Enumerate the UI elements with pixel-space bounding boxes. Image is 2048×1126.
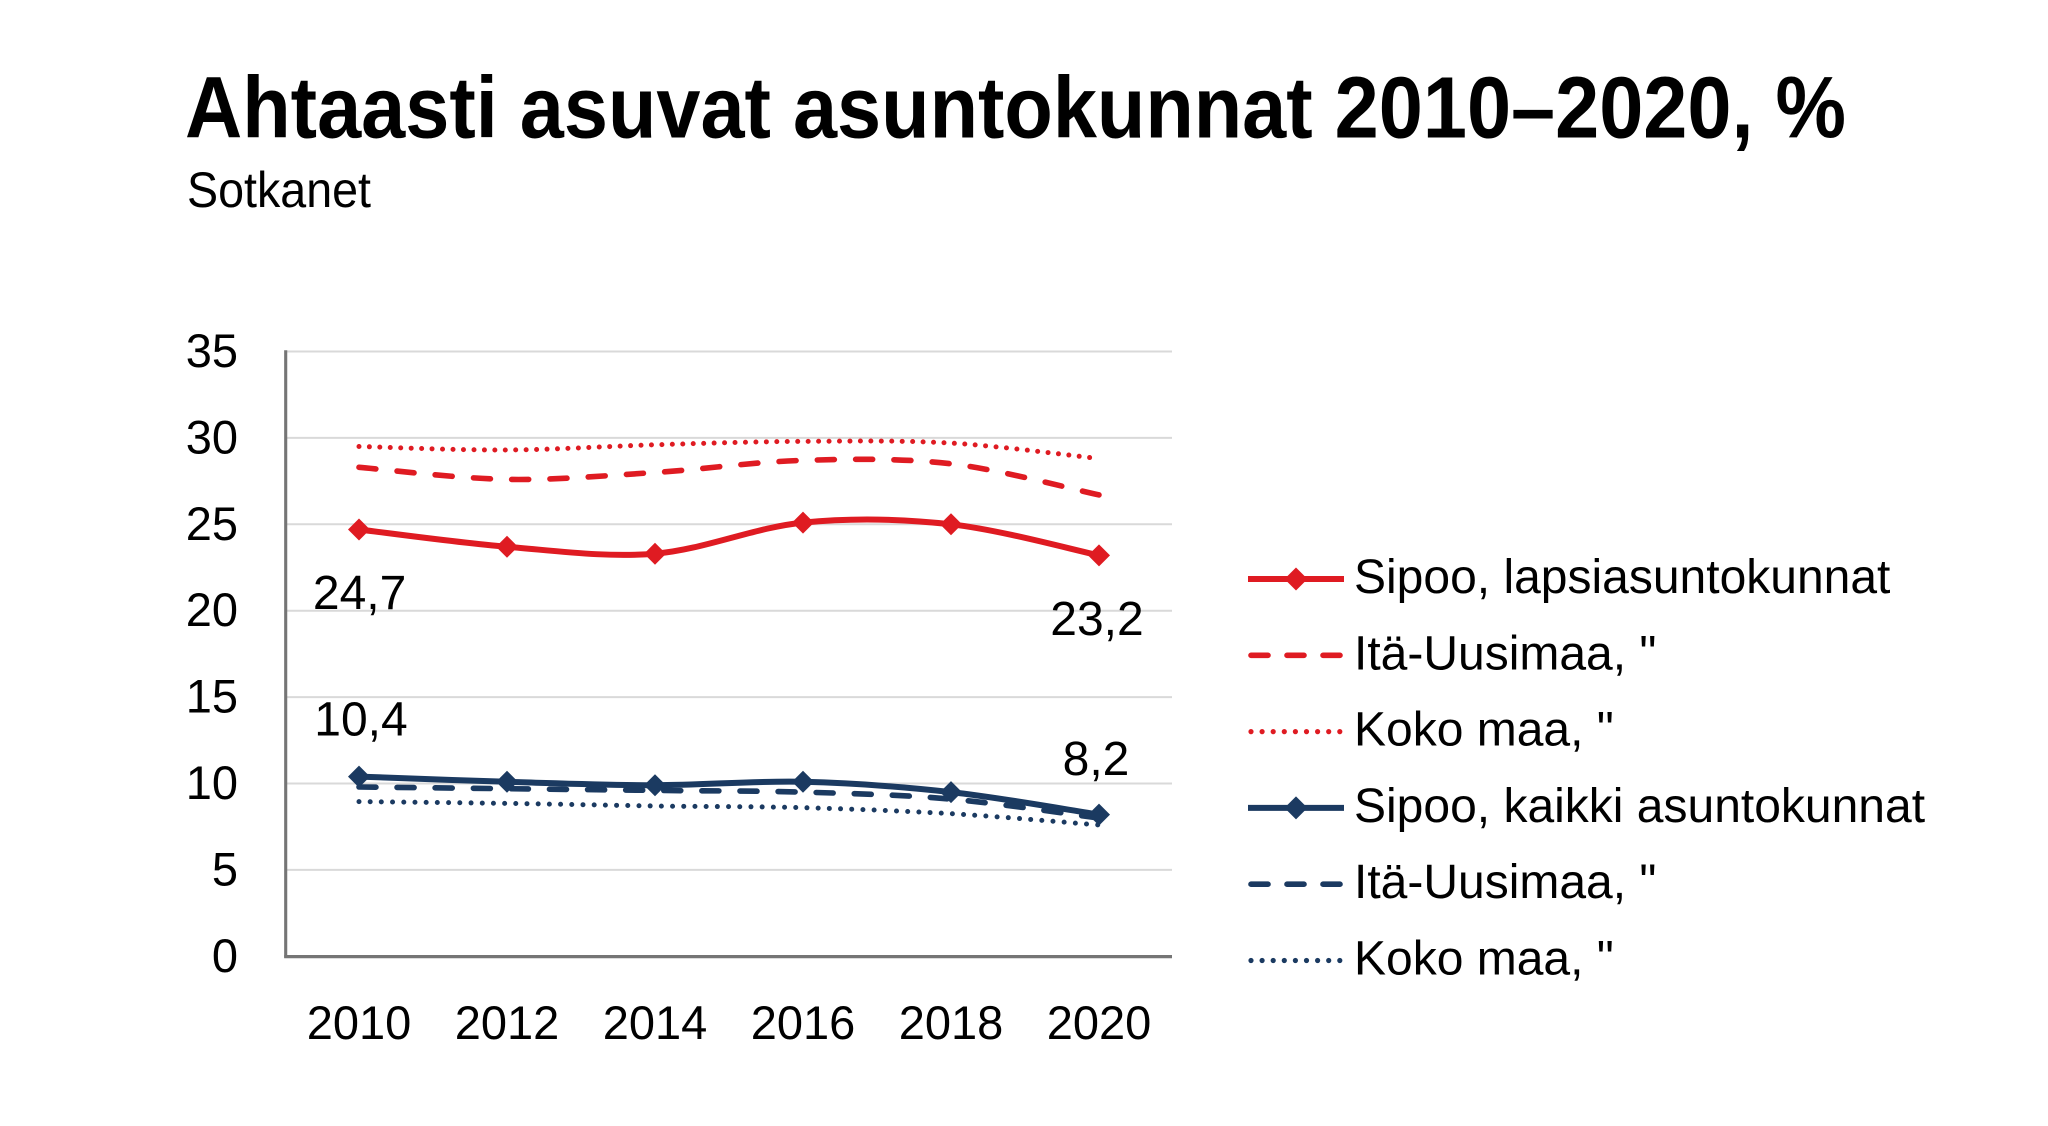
svg-text:Itä-Uusimaa, ": Itä-Uusimaa, " [1354,856,1656,909]
svg-text:35: 35 [186,324,238,377]
svg-text:Sipoo, lapsiasuntokunnat: Sipoo, lapsiasuntokunnat [1354,551,1890,604]
svg-text:2014: 2014 [603,996,708,1049]
svg-text:10,4: 10,4 [314,693,407,746]
svg-text:2018: 2018 [899,996,1004,1049]
svg-text:15: 15 [186,670,238,723]
svg-text:0: 0 [212,929,238,982]
svg-text:20: 20 [186,583,238,636]
svg-text:2016: 2016 [751,996,856,1049]
svg-text:Koko maa, ": Koko maa, " [1354,933,1614,986]
svg-text:5: 5 [212,842,238,895]
svg-text:Sotkanet: Sotkanet [187,162,371,218]
svg-text:Ahtaasti asuvat asuntokunnat 2: Ahtaasti asuvat asuntokunnat 2010–2020, … [185,60,1846,157]
svg-text:Koko maa, ": Koko maa, " [1354,704,1614,757]
svg-text:2010: 2010 [307,996,412,1049]
svg-text:Sipoo, kaikki asuntokunnat: Sipoo, kaikki asuntokunnat [1354,780,1925,833]
svg-text:25: 25 [186,497,238,550]
svg-text:30: 30 [186,410,238,463]
svg-text:23,2: 23,2 [1050,593,1143,646]
svg-text:Itä-Uusimaa, ": Itä-Uusimaa, " [1354,627,1656,680]
svg-text:2020: 2020 [1047,996,1152,1049]
svg-text:10: 10 [186,756,238,809]
svg-text:2012: 2012 [455,996,560,1049]
svg-text:8,2: 8,2 [1063,733,1130,786]
svg-text:24,7: 24,7 [313,567,406,620]
